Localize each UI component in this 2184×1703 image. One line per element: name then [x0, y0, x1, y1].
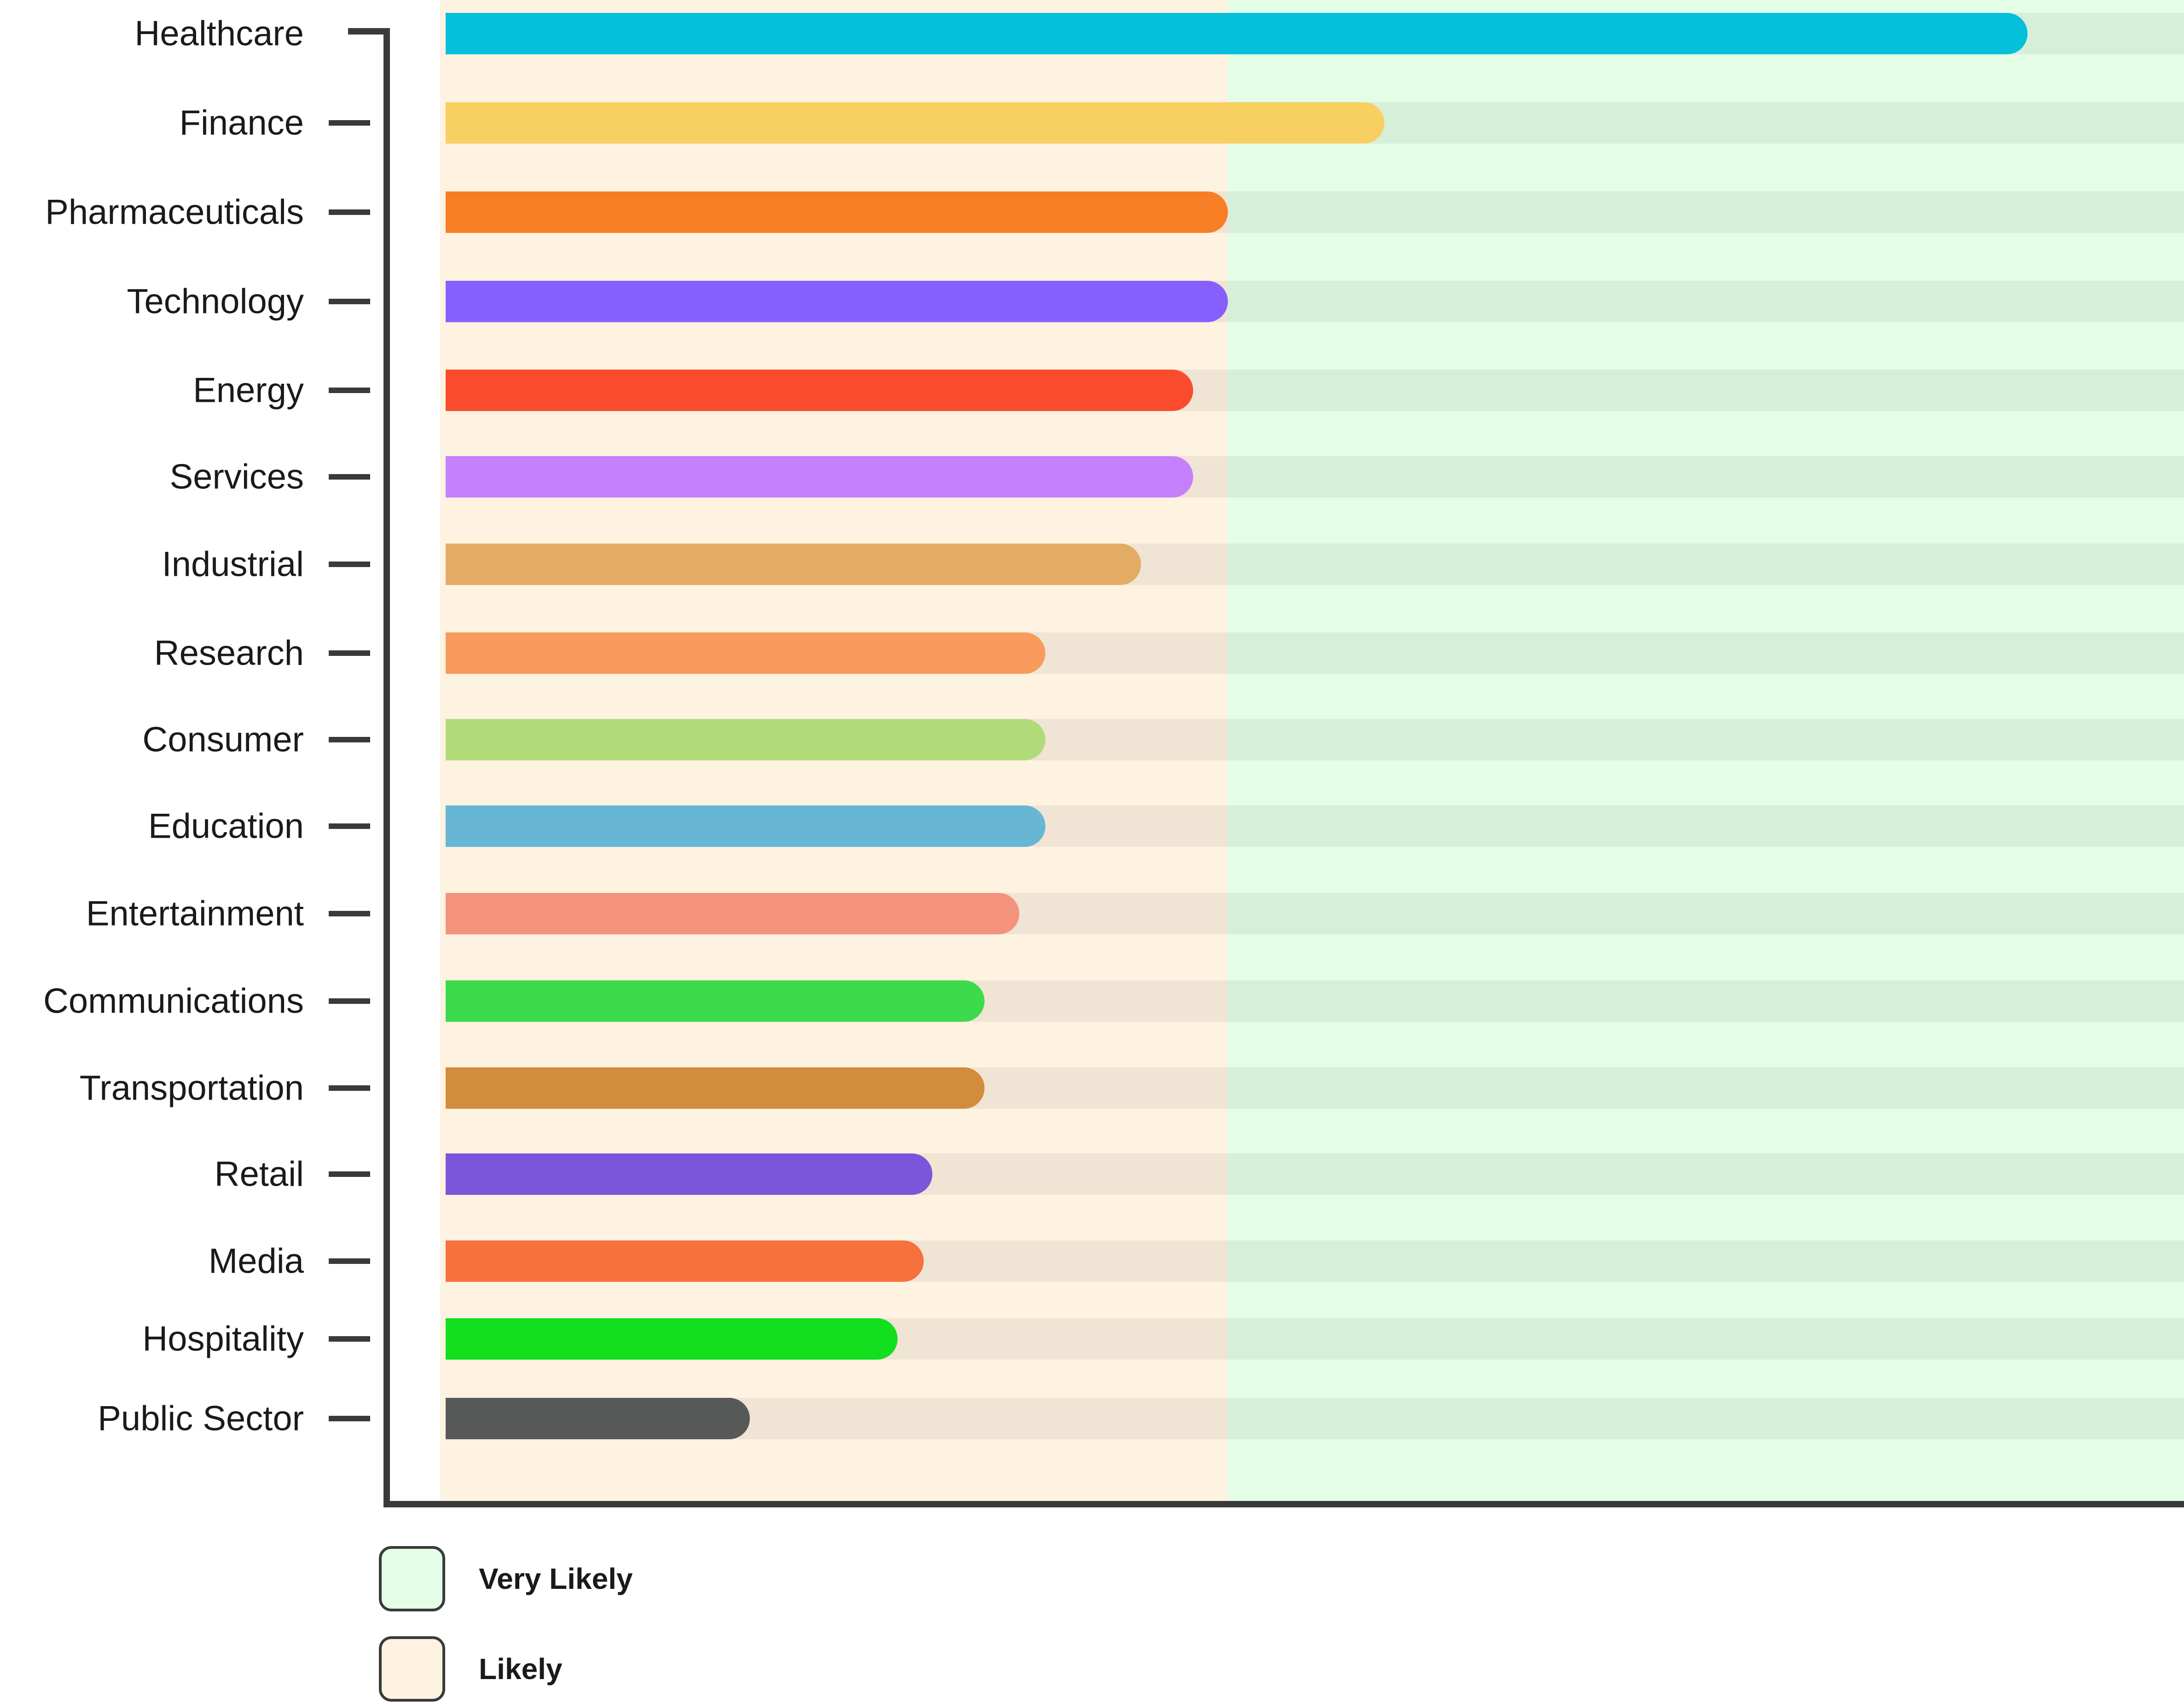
category-label: Retail	[215, 1155, 304, 1194]
bar-public-sector	[446, 1398, 750, 1439]
bar-communications	[446, 980, 985, 1022]
bar-industrial	[446, 544, 1141, 585]
category-ticks	[329, 120, 370, 1421]
legend: Very Likely Likely	[379, 1546, 633, 1702]
category-label: Hospitality	[142, 1320, 304, 1359]
bars	[446, 13, 2028, 1439]
category-label: Pharmaceuticals	[45, 193, 304, 232]
axes	[348, 28, 2184, 1507]
category-label: Finance	[180, 104, 304, 143]
legend-swatch	[379, 1546, 445, 1611]
category-label: Consumer	[142, 720, 304, 759]
category-labels: Healthcare Finance Pharmaceuticals Technolo…	[43, 14, 304, 1438]
category-label: Energy	[193, 371, 304, 410]
bar-hospitality	[446, 1318, 898, 1360]
category-label: Services	[170, 458, 304, 497]
legend-swatch	[379, 1636, 445, 1702]
bar-finance	[446, 102, 1385, 144]
zone-very-likely	[1228, 0, 2184, 1501]
legend-label: Very Likely	[479, 1562, 633, 1595]
legend-label: Likely	[479, 1652, 563, 1686]
bar-energy	[446, 370, 1193, 411]
category-label: Education	[148, 807, 304, 846]
category-label: Communications	[43, 982, 304, 1021]
bar-pharmaceuticals	[446, 191, 1228, 233]
bar-consumer	[446, 719, 1046, 760]
category-label: Industrial	[162, 545, 304, 584]
bar-transportation	[446, 1067, 985, 1109]
bar-entertainment	[446, 893, 1020, 934]
bar-services	[446, 456, 1193, 498]
bar-research	[446, 632, 1046, 674]
category-label: Research	[154, 634, 304, 673]
category-label: Transportation	[80, 1069, 304, 1108]
category-label: Technology	[127, 282, 304, 321]
y-axis-line	[348, 28, 2184, 1507]
bar-media	[446, 1240, 924, 1282]
bar-education	[446, 805, 1046, 847]
category-label: Media	[209, 1242, 304, 1281]
bar-healthcare	[446, 13, 2028, 54]
bar-technology	[446, 281, 1228, 322]
category-label: Healthcare	[134, 14, 304, 53]
category-label: Entertainment	[86, 894, 304, 933]
category-label: Public Sector	[98, 1399, 304, 1438]
bar-retail	[446, 1153, 933, 1195]
